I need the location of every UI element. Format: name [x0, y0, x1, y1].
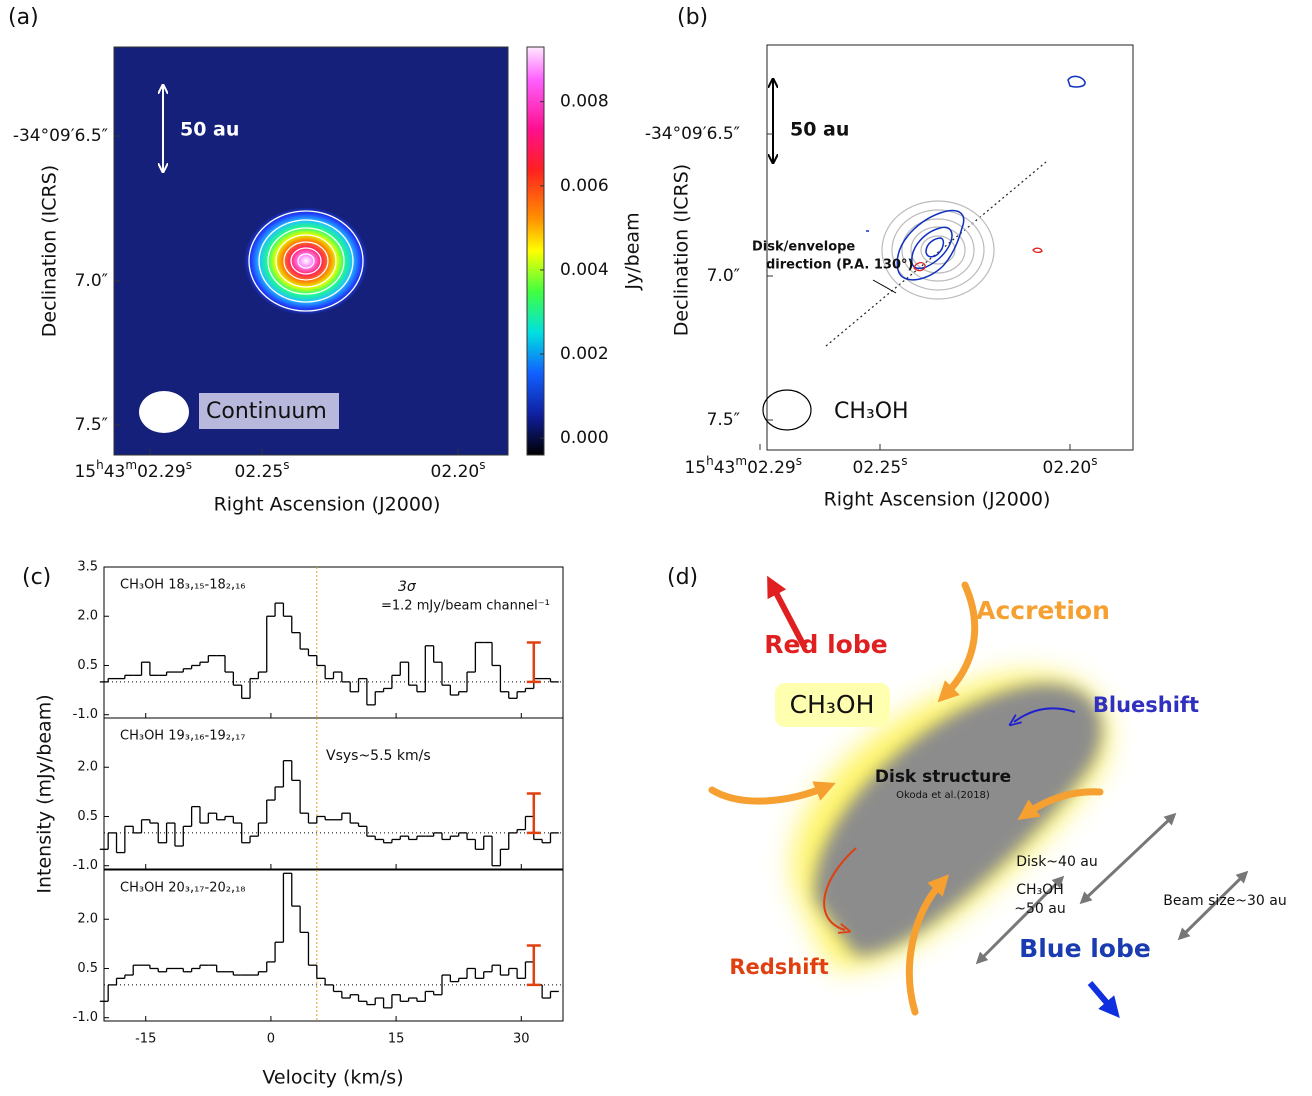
x-tick-label: 02.25s — [853, 454, 908, 479]
panel-a: 50 au Continuum Jy/beam Declination (ICR… — [39, 47, 644, 516]
x-tick-label: 02.20s — [1043, 454, 1098, 479]
spectrum-title: CH₃OH 20₃,₁₇-20₂,₁₈ — [120, 881, 246, 896]
y-axis-label: Declination (ICRS) — [671, 164, 693, 336]
x-axis-label: Velocity (km/s) — [262, 1067, 403, 1089]
x-tick-label: 0 — [267, 1032, 275, 1047]
colorbar-tick-label: 0.002 — [560, 344, 609, 364]
y-tick-label: 0.5 — [77, 961, 98, 976]
beam-label: CH₃OH — [834, 399, 909, 424]
label: Red lobe — [764, 630, 887, 659]
figure: (a) (b) (c) (d) 50 au Continuum Jy/beam … — [0, 0, 1312, 1096]
x-axis-label: Right Ascension (J2000) — [214, 494, 441, 516]
panel-label: (c) — [22, 565, 51, 590]
scale-label: 50 au — [790, 119, 849, 141]
label: Okoda et al.(2018) — [896, 790, 990, 801]
panel-label: (b) — [677, 5, 708, 30]
spectrum-title: CH₃OH 19₃,₁₆-19₂,₁₇ — [120, 729, 246, 744]
annotation: direction (P.A. 130°) — [766, 258, 913, 273]
label: Redshift — [729, 955, 828, 979]
vsys-label: Vsys~5.5 km/s — [326, 748, 431, 764]
label: CH₃OH — [790, 690, 875, 719]
panel-c: 3σ =1.2 mJy/beam channel⁻¹ Vsys~5.5 km/s… — [34, 579, 550, 1089]
arrow — [1090, 983, 1113, 1010]
label: Blue lobe — [1019, 934, 1151, 963]
colorbar — [527, 47, 544, 455]
x-tick-label: -15 — [135, 1032, 156, 1047]
colorbar-tick-label: 0.000 — [560, 428, 609, 448]
y-tick-label: -34°09′6.5″ — [13, 126, 108, 146]
panel-d: Red lobe Accretion CH₃OH Blueshift Disk … — [712, 585, 1287, 1012]
y-axis-label: Declination (ICRS) — [39, 165, 61, 337]
x-tick-label: 15h43m02.29s — [684, 454, 802, 479]
colorbar-tick-label: 0.006 — [560, 176, 609, 196]
y-tick-label: -1.0 — [73, 1010, 98, 1025]
annotation: Disk/envelope — [752, 240, 855, 255]
label: CH₃OH — [1016, 882, 1063, 898]
y-tick-label: 7.0″ — [707, 266, 740, 286]
beam-label: Continuum — [206, 399, 327, 424]
x-tick-label: 15 — [388, 1032, 405, 1047]
x-tick-label: 02.25s — [235, 458, 290, 483]
label: ~50 au — [1014, 901, 1065, 917]
y-tick-label: 7.5″ — [75, 415, 108, 435]
label: Beam size~30 au — [1163, 893, 1286, 909]
label: Disk~40 au — [1016, 854, 1098, 870]
y-tick-label: 2.0 — [77, 609, 98, 624]
colorbar-tick-label: 0.008 — [560, 92, 609, 112]
y-tick-label: 2.0 — [77, 760, 98, 775]
x-tick-label: 30 — [513, 1032, 530, 1047]
label: Blueshift — [1093, 693, 1199, 717]
y-tick-label: -34°09′6.5″ — [645, 124, 740, 144]
y-tick-label: 0.5 — [77, 809, 98, 824]
x-axis-label: Right Ascension (J2000) — [824, 489, 1051, 511]
beam — [139, 391, 189, 433]
colorbar-tick-label: 0.004 — [560, 260, 609, 280]
noise-label: 3σ — [398, 579, 417, 595]
spectrum-title: CH₃OH 18₃,₁₅-18₂,₁₆ — [120, 578, 246, 593]
noise-label: =1.2 mJy/beam channel⁻¹ — [381, 599, 550, 614]
y-tick-label: 0.5 — [77, 658, 98, 673]
colorbar-label: Jy/beam — [622, 212, 644, 290]
y-tick-label: -1.0 — [73, 858, 98, 873]
label: Accretion — [976, 596, 1110, 625]
x-tick-label: 02.20s — [431, 458, 486, 483]
panel-label: (a) — [8, 5, 39, 30]
y-tick-label: 7.5″ — [707, 410, 740, 430]
x-tick-label: 15h43m02.29s — [74, 458, 192, 483]
y-tick-label: 7.0″ — [75, 271, 108, 291]
emission — [244, 207, 368, 315]
y-axis-label: Intensity (mJy/beam) — [34, 694, 56, 893]
panel-label: (d) — [667, 565, 698, 590]
y-tick-label: -1.0 — [73, 707, 98, 722]
scale-label: 50 au — [180, 119, 239, 141]
y-tick-label: 3.5 — [77, 560, 98, 575]
label: Disk structure — [875, 767, 1011, 787]
y-tick-label: 2.0 — [77, 912, 98, 927]
